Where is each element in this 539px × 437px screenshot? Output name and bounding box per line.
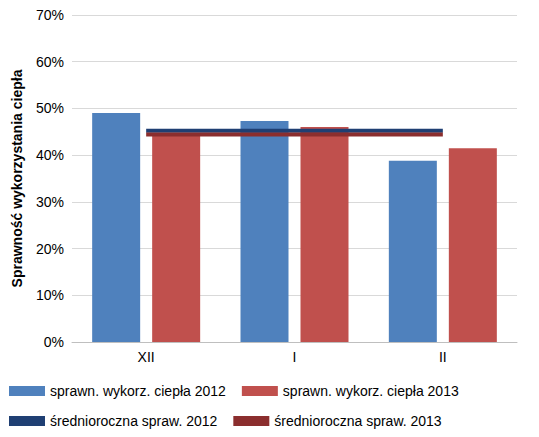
svg-text:50%: 50% xyxy=(36,100,64,116)
svg-text:60%: 60% xyxy=(36,54,64,70)
svg-text:II: II xyxy=(439,349,447,365)
svg-text:Sprawność wykorzystania ciepła: Sprawność wykorzystania ciepła xyxy=(9,69,25,287)
svg-text:średnioroczna spraw. 2012: średnioroczna spraw. 2012 xyxy=(50,413,218,429)
svg-text:40%: 40% xyxy=(36,147,64,163)
svg-text:sprawn. wykorz. ciepła 2013: sprawn. wykorz. ciepła 2013 xyxy=(283,383,459,399)
svg-text:I: I xyxy=(293,349,297,365)
svg-text:70%: 70% xyxy=(36,7,64,23)
svg-text:30%: 30% xyxy=(36,194,64,210)
svg-text:0%: 0% xyxy=(44,334,64,350)
svg-text:sprawn. wykorz. ciepła 2012: sprawn. wykorz. ciepła 2012 xyxy=(50,383,226,399)
svg-text:20%: 20% xyxy=(36,241,64,257)
svg-text:XII: XII xyxy=(138,349,155,365)
svg-text:10%: 10% xyxy=(36,287,64,303)
svg-text:średnioroczna spraw. 2013: średnioroczna spraw. 2013 xyxy=(274,413,442,429)
